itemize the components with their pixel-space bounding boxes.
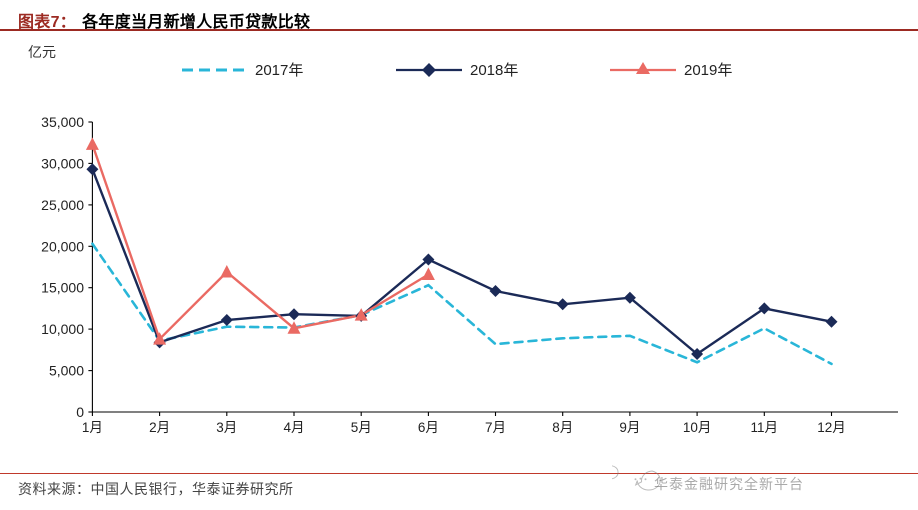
svg-text:8月: 8月 [552,420,573,435]
svg-text:3月: 3月 [216,420,237,435]
svg-text:5,000: 5,000 [49,363,84,379]
svg-text:10,000: 10,000 [41,321,84,337]
svg-text:25,000: 25,000 [41,197,84,213]
svg-text:35,000: 35,000 [41,114,84,130]
svg-text:7月: 7月 [485,420,506,435]
svg-text:0: 0 [76,404,84,420]
svg-text:30,000: 30,000 [41,155,84,171]
svg-text:15,000: 15,000 [41,280,84,296]
svg-text:4月: 4月 [283,420,304,435]
svg-text:12月: 12月 [817,420,846,435]
svg-text:11月: 11月 [751,420,779,435]
svg-text:20,000: 20,000 [41,238,84,254]
svg-text:1月: 1月 [82,420,103,435]
svg-text:6月: 6月 [418,420,439,435]
svg-text:9月: 9月 [619,420,640,435]
svg-text:2017年: 2017年 [255,62,303,79]
svg-text:2018年: 2018年 [470,62,518,79]
svg-text:2019年: 2019年 [684,62,732,79]
svg-text:10月: 10月 [683,420,712,435]
svg-text:5月: 5月 [351,420,372,435]
svg-text:2月: 2月 [149,420,170,435]
